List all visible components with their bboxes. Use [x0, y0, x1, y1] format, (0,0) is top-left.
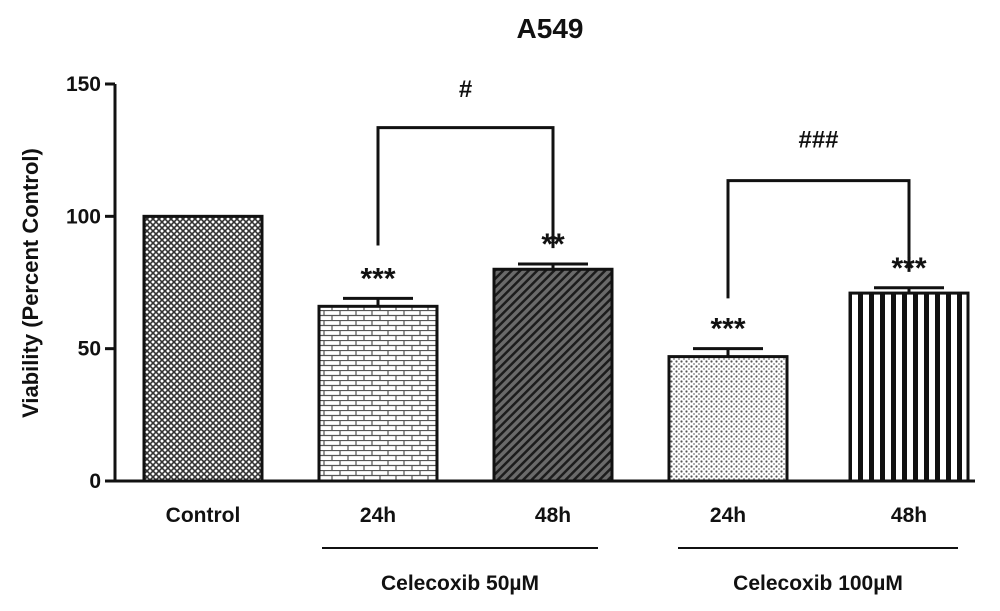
axes: 0 50 100 150 Control 24h 48h 24h 48h Celecoxib 50…	[66, 73, 975, 595]
category-label: Control	[166, 504, 241, 527]
significance-label: ***	[360, 262, 395, 295]
chart-title: A549	[517, 13, 584, 44]
category-label: 48h	[891, 504, 927, 527]
annotations-group: ***********####	[360, 76, 926, 345]
comparison-bracket	[376, 126, 555, 249]
comparison-bracket	[726, 179, 911, 299]
bar-1	[317, 304, 439, 483]
bar-3	[667, 355, 789, 483]
bar-4	[848, 291, 970, 483]
comparison-label: ###	[798, 127, 838, 154]
y-tick-label: 150	[66, 73, 101, 96]
significance-label: ***	[710, 313, 745, 346]
bars-group	[142, 214, 970, 483]
group-label: Celecoxib 100µM	[733, 572, 903, 595]
comparison-label: #	[459, 76, 472, 103]
y-tick-label: 100	[66, 205, 101, 228]
category-label: 48h	[535, 504, 571, 527]
y-axis-label: Viability (Percent Control)	[18, 148, 43, 418]
group-label: Celecoxib 50µM	[381, 572, 539, 595]
y-tick-label: 0	[89, 470, 101, 493]
bar-0	[142, 214, 264, 483]
category-label: 24h	[360, 504, 396, 527]
bar-2	[492, 267, 614, 483]
y-tick-label: 50	[78, 338, 101, 361]
category-label: 24h	[710, 504, 746, 527]
